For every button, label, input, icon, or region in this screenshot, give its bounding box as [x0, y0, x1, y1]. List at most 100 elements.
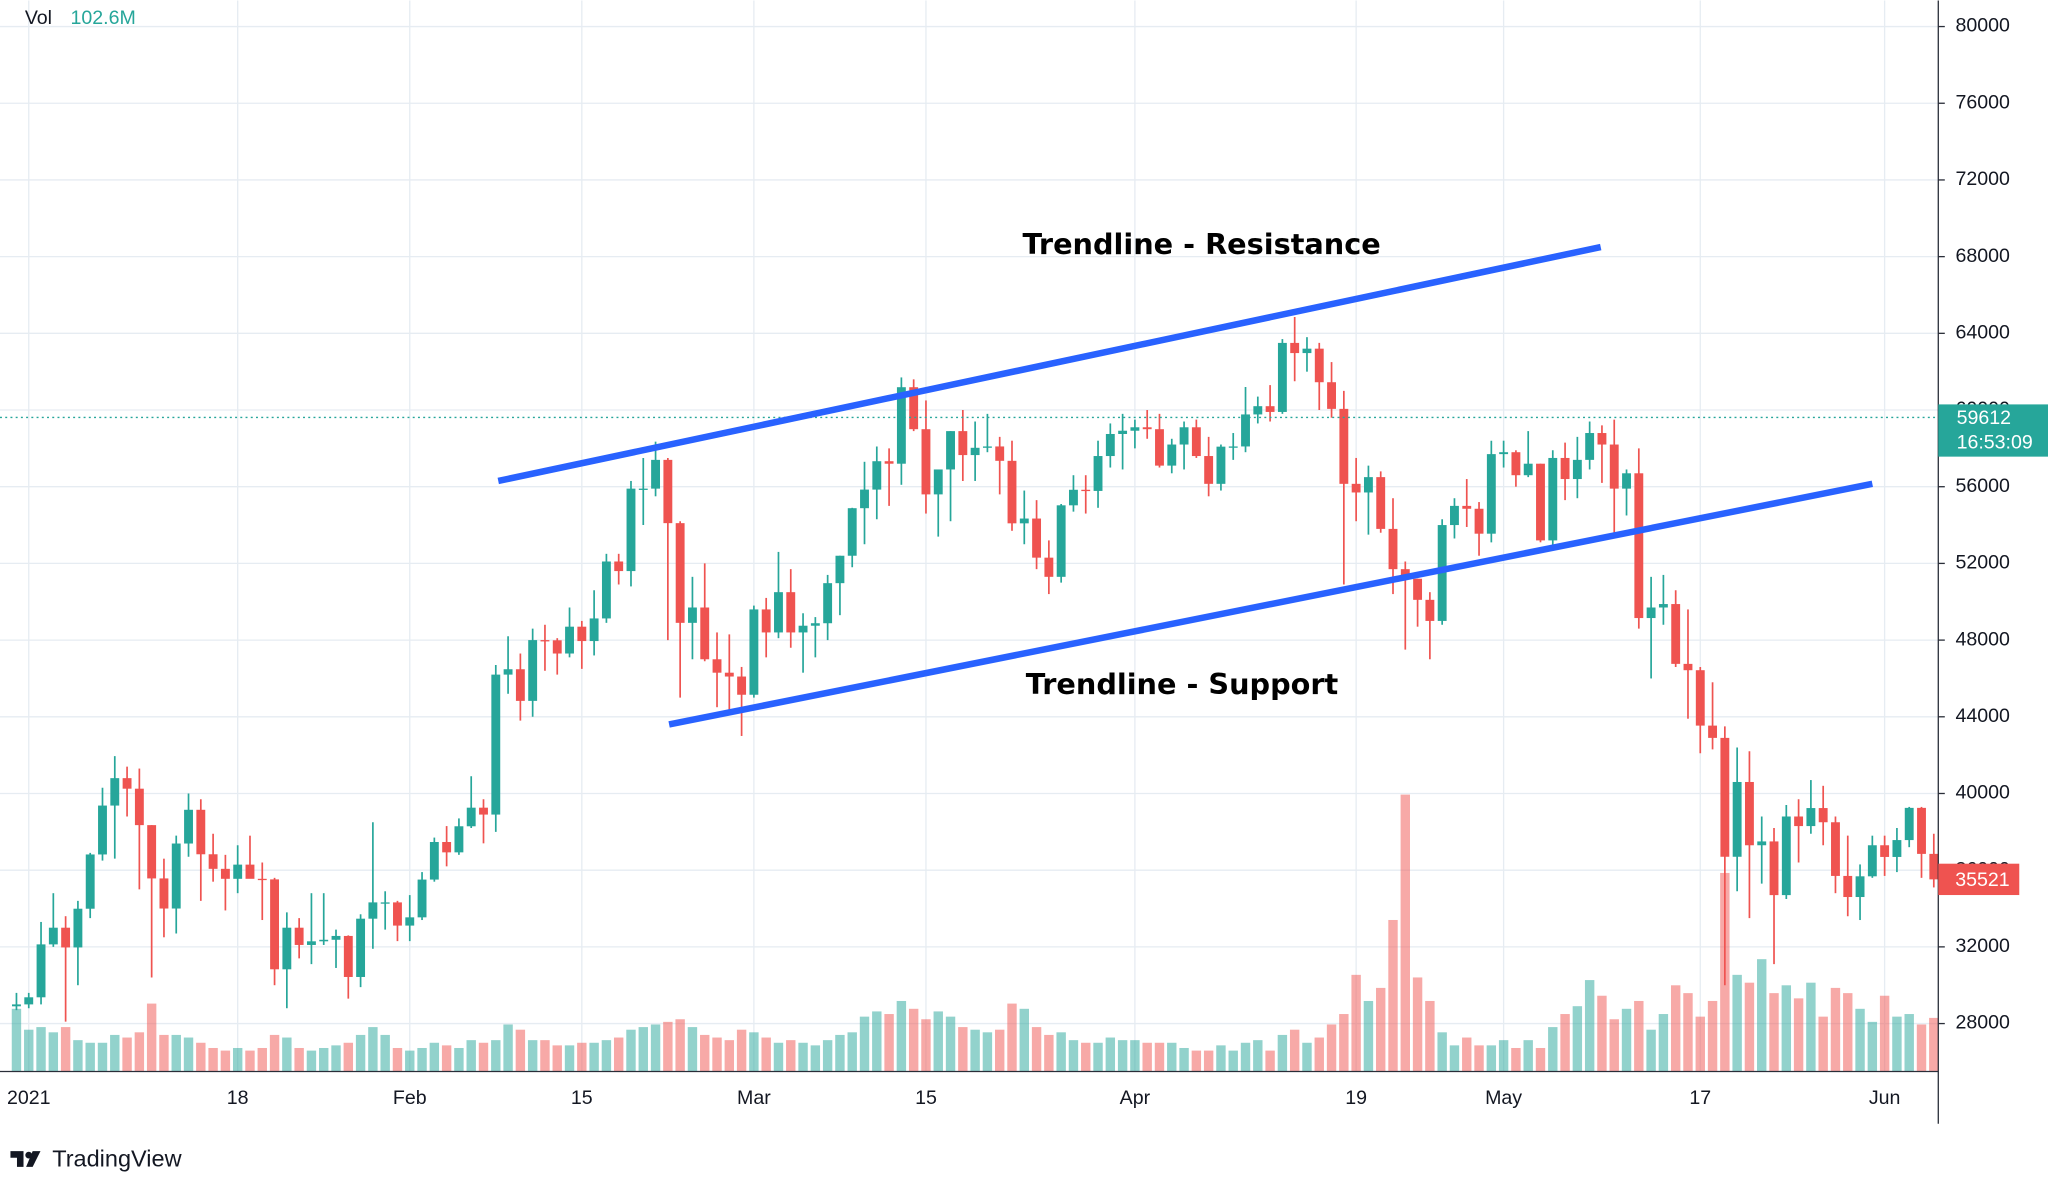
volume-bar: [245, 1050, 255, 1072]
volume-bar: [306, 1050, 317, 1072]
candle-body: [1929, 853, 1939, 880]
price-tag: [1938, 404, 2048, 457]
candle-body: [1474, 508, 1484, 534]
volume-bar: [24, 1029, 34, 1072]
candle-body: [233, 864, 243, 879]
volume-bar: [1892, 1016, 1902, 1072]
volume-bar: [1105, 1037, 1116, 1072]
candle-body: [958, 431, 968, 456]
y-tick-label: 44000: [1955, 705, 2010, 727]
candle-body: [196, 809, 206, 855]
grid: [0, 0, 1939, 1072]
volume-bar: [1781, 985, 1792, 1072]
volume-bar: [1511, 1047, 1521, 1072]
volume-bar: [1462, 1037, 1472, 1072]
candle-body: [774, 592, 783, 633]
candle-body: [1142, 427, 1152, 430]
volume-bar: [146, 1003, 157, 1072]
candle-body: [1831, 822, 1840, 876]
candle-body: [1118, 430, 1128, 434]
volume-bar: [1904, 1014, 1914, 1072]
last-price-value: 35521: [1955, 869, 2009, 891]
candle-body: [1732, 781, 1742, 857]
volume-bar: [1929, 1017, 1939, 1072]
candle-body: [1265, 406, 1275, 412]
volume-bar: [1007, 1003, 1017, 1072]
volume-bar: [110, 1034, 120, 1072]
volume-bar: [60, 1027, 71, 1072]
volume-bar: [896, 1000, 907, 1072]
x-tick-label: 2021: [7, 1087, 51, 1109]
volume-bar: [294, 1047, 304, 1072]
candle-body: [737, 676, 747, 695]
volume-bar: [171, 1034, 181, 1072]
volume-bar: [847, 1032, 857, 1072]
volume-bar: [73, 1040, 83, 1072]
volume-bar: [1093, 1042, 1103, 1072]
volume-bar: [810, 1045, 821, 1072]
volume-bar: [1757, 959, 1767, 1072]
candle-body: [48, 927, 58, 945]
volume-bar: [1400, 794, 1410, 1072]
volume-bar: [515, 1029, 526, 1072]
candle-body: [405, 917, 415, 926]
candle-body: [1585, 433, 1595, 460]
candle-body: [1425, 599, 1435, 621]
volume-bar: [650, 1024, 661, 1072]
candle-body: [798, 625, 808, 633]
candle-body: [1130, 427, 1140, 431]
volume-bar: [1388, 919, 1398, 1072]
volume-name: Vol: [25, 7, 52, 29]
candle-body: [270, 879, 280, 970]
volume-bar: [1425, 1000, 1435, 1072]
volume-bar: [36, 1027, 46, 1072]
candle-body: [749, 609, 759, 695]
candle-body: [1314, 348, 1324, 383]
candle-body: [1843, 875, 1853, 898]
volume-bar: [1572, 1006, 1583, 1072]
volume-bar: [319, 1047, 329, 1072]
x-tick-label: 15: [915, 1087, 937, 1109]
volume-bar: [982, 1032, 993, 1072]
y-tick-label: 56000: [1955, 475, 2010, 497]
volume-bar: [1670, 985, 1681, 1072]
candle-body: [1855, 876, 1865, 898]
candle-body: [614, 561, 624, 572]
candle-body: [61, 927, 71, 948]
volume-bar: [564, 1045, 575, 1072]
candle-body: [1351, 483, 1361, 493]
candle-body: [896, 387, 906, 464]
y-tick-label: 32000: [1955, 935, 2010, 957]
volume-bar: [97, 1042, 108, 1072]
volume-bar: [687, 1027, 698, 1072]
candle-body: [847, 508, 857, 556]
candle-body: [1339, 408, 1349, 484]
candle-body: [1155, 429, 1164, 466]
volume-bar: [1339, 1014, 1349, 1072]
volume-bar: [921, 1019, 931, 1072]
volume-bar: [1253, 1040, 1263, 1072]
volume-bar: [1621, 1008, 1632, 1072]
volume-bar: [1806, 982, 1816, 1072]
volume-bar: [1302, 1042, 1312, 1072]
candle-body: [909, 387, 919, 430]
volume-bar: [872, 1011, 882, 1072]
candle-body: [331, 935, 341, 940]
volume-bar: [1609, 1019, 1619, 1072]
y-tick-label: 80000: [1955, 15, 2010, 37]
candle-body: [1720, 737, 1730, 857]
volume-bar: [577, 1042, 587, 1072]
volume-bar: [1695, 1016, 1705, 1072]
volume-bar: [85, 1042, 95, 1072]
candle-body: [1548, 457, 1558, 541]
volume-bar: [405, 1050, 415, 1072]
x-tick-label: 19: [1345, 1087, 1367, 1109]
candle-body: [1671, 604, 1681, 664]
candle-body: [73, 908, 83, 948]
volume-bar: [638, 1027, 648, 1072]
x-tick-label: Apr: [1120, 1087, 1151, 1109]
last-price-tag: [1938, 863, 2020, 896]
candle-body: [1486, 454, 1496, 534]
volume-bar: [1068, 1040, 1079, 1072]
candle-body: [479, 807, 488, 815]
